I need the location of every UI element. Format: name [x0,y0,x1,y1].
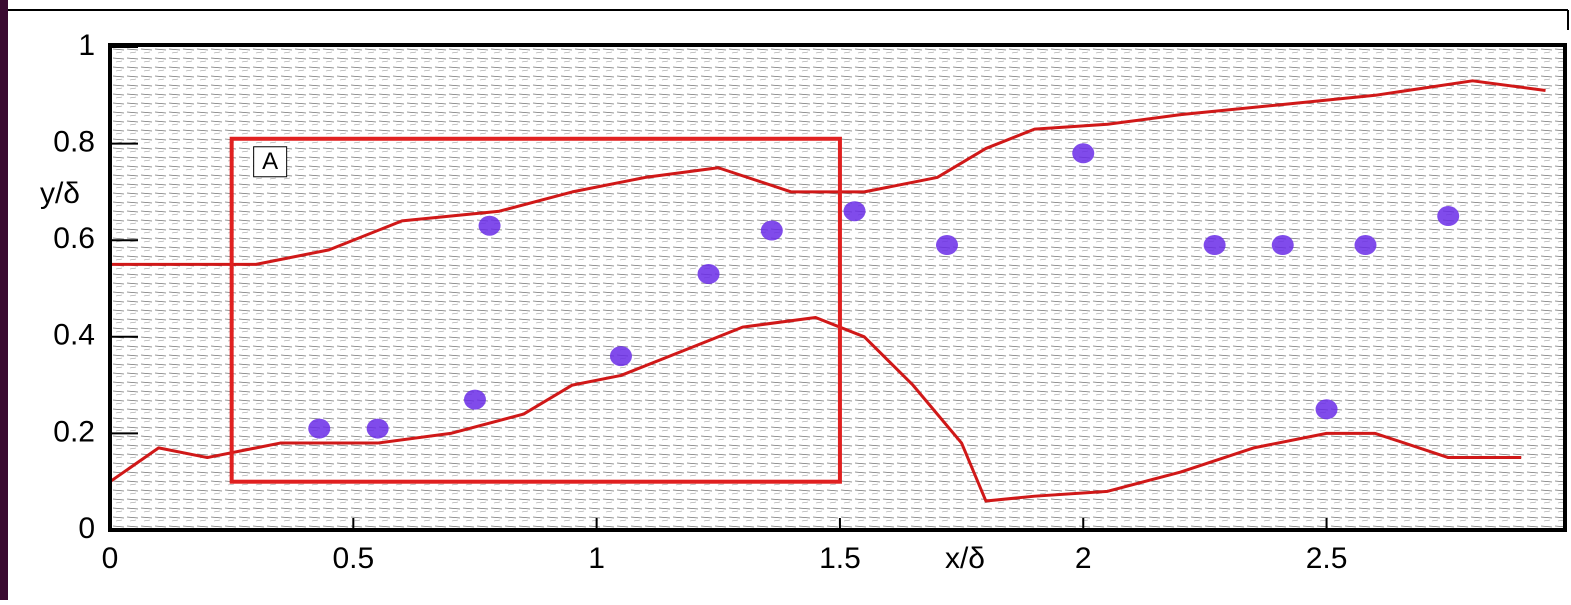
y-axis-label: y/δ [40,177,80,210]
vortex [609,346,632,367]
vortex [366,418,389,439]
vortex [843,201,866,222]
y-tick-label: 0.6 [53,222,95,255]
vortex [308,418,331,439]
vortex [760,220,783,241]
x-tick-label: 1.5 [819,542,861,575]
annotation-label: A [262,148,278,175]
vector-field [110,47,1565,530]
x-tick-label: 1 [588,542,605,575]
x-tick-label: 2.5 [1306,542,1348,575]
vortex [1203,235,1226,256]
plot-frame [108,43,1567,532]
vortex [1354,235,1377,256]
y-tick-label: 0.4 [53,319,95,352]
window-edge [0,0,8,600]
annotation-label-box [253,146,288,178]
vortex [1315,399,1338,420]
annotation-box [229,136,842,484]
vortex [478,215,501,236]
interface-contour [110,79,1546,266]
x-tick-label: 0.5 [332,542,374,575]
vortex [1437,206,1460,227]
y-tick-label: 0.8 [53,126,95,159]
y-tick-label: 1 [78,29,95,62]
vortex [697,264,720,285]
vortex [1072,143,1095,164]
y-tick-label: 0 [78,512,95,545]
x-axis-label: x/δ [945,542,985,575]
vortex [1271,235,1294,256]
vortex [935,235,958,256]
x-tick-label: 2 [1075,542,1092,575]
vortex [463,389,486,410]
x-tick-label: 0 [102,542,119,575]
y-tick-label: 0.2 [53,415,95,448]
